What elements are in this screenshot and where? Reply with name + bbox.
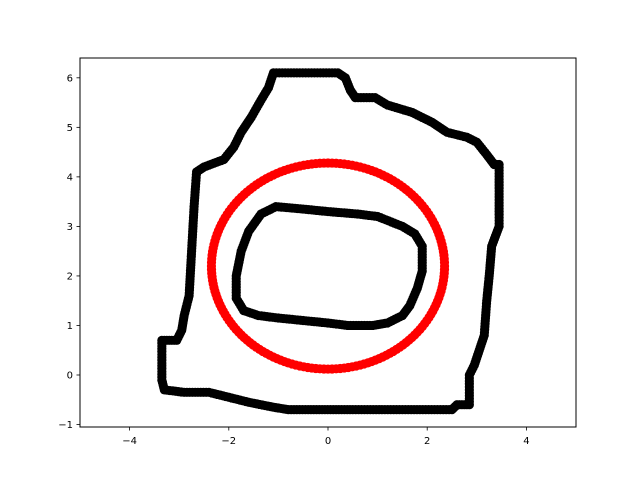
series-2 xyxy=(206,158,450,374)
y-tick-label: 4 xyxy=(67,172,73,183)
y-tick-label: −1 xyxy=(58,420,73,431)
y-tick-label: 1 xyxy=(67,321,73,332)
x-axis-ticks: −4 −2 0 2 4 xyxy=(122,427,530,447)
x-tick-label: 0 xyxy=(325,436,331,447)
x-tick-label: −2 xyxy=(221,436,236,447)
y-tick-label: 6 xyxy=(67,73,73,84)
series-2-point xyxy=(439,265,450,275)
series-3-point xyxy=(268,203,279,213)
y-tick-label: 0 xyxy=(67,370,73,381)
y-tick-label: 2 xyxy=(67,271,73,282)
y-axis-ticks: −1 0 1 2 3 4 5 6 xyxy=(58,73,80,431)
x-tick-label: 2 xyxy=(424,436,430,447)
y-tick-label: 3 xyxy=(67,222,73,233)
series-1-point xyxy=(268,70,278,80)
x-tick-label: 4 xyxy=(523,436,529,447)
data-marks xyxy=(157,68,504,415)
series-1 xyxy=(157,68,504,415)
series-3 xyxy=(231,201,427,331)
y-tick-label: 5 xyxy=(67,123,73,134)
x-tick-label: −4 xyxy=(122,436,137,447)
